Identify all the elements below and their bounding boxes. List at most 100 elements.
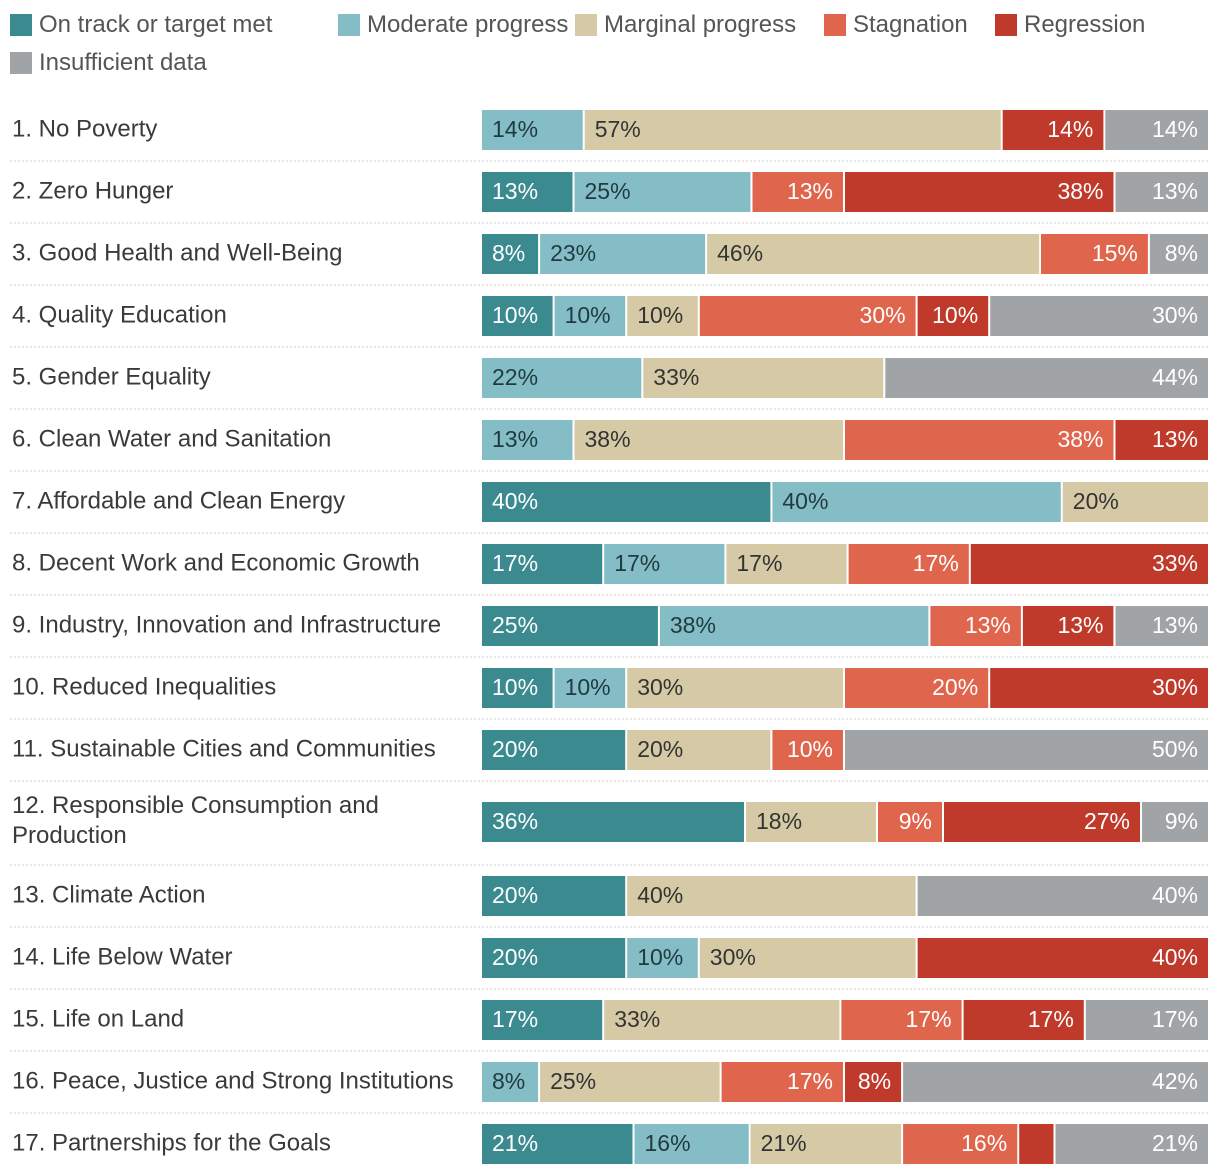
category-label: 13. Climate Action — [12, 881, 205, 908]
bar-segment-marginal — [1062, 482, 1208, 522]
data-label: 17% — [787, 1068, 833, 1094]
bar-segment-on-track — [482, 1000, 603, 1040]
category-label: 14. Life Below Water — [12, 943, 233, 970]
bar-row: 5. Gender Equality 22% 33% 44% — [12, 358, 1208, 398]
bar-segment-on-track — [482, 802, 744, 842]
data-label: 13% — [965, 612, 1011, 638]
legend-label: Insufficient data — [39, 49, 207, 76]
bar-segment-on-track — [482, 606, 658, 646]
bar-segment-moderate — [659, 606, 929, 646]
bar-segment-stagnation — [841, 1000, 962, 1040]
category-label: 2. Zero Hunger — [12, 177, 173, 204]
bar-segment-on-track — [482, 876, 626, 916]
bar-segment-marginal — [699, 938, 916, 978]
bar-segment-moderate — [772, 482, 1061, 522]
data-label: 21% — [492, 1130, 538, 1156]
data-label: 10% — [565, 674, 611, 700]
bar-row: 9. Industry, Innovation and Infrastructu… — [12, 606, 1208, 646]
bar-segment-moderate — [604, 544, 725, 584]
bar-segment-moderate — [554, 668, 626, 708]
legend-label: Regression — [1024, 11, 1146, 38]
bar-segment-stagnation — [878, 802, 942, 842]
legend-item-stagnation: Stagnation — [824, 8, 968, 42]
legend-swatch — [10, 52, 32, 74]
bar-segment-regression — [963, 1000, 1084, 1040]
data-label: 13% — [1152, 426, 1198, 452]
bar-segment-insufficient — [1105, 110, 1208, 150]
bar-segment-insufficient — [1149, 234, 1208, 274]
bar-segment-moderate — [482, 110, 583, 150]
bar-segment-moderate — [554, 296, 626, 336]
data-label: 14% — [1152, 116, 1198, 142]
bar-row: 4. Quality Education 10% 10% 10% 30% 10% 30% — [12, 296, 1208, 336]
legend-item-moderate: Moderate progress — [338, 8, 568, 42]
bar-segment-regression — [1019, 1124, 1054, 1164]
bar-segment-regression — [845, 172, 1114, 212]
legend-item-marginal: Marginal progress — [575, 8, 796, 42]
data-label: 21% — [761, 1130, 807, 1156]
bar-segment-regression — [1002, 110, 1104, 150]
legend-label: On track or target met — [39, 11, 273, 38]
category-label: 12. Responsible Consumption and Productio… — [12, 792, 379, 849]
bar-segment-regression — [1022, 606, 1114, 646]
bar-segment-moderate — [634, 1124, 749, 1164]
data-label: 30% — [1152, 302, 1198, 328]
legend-label: Moderate progress — [367, 11, 569, 38]
data-label: 10% — [492, 302, 538, 328]
bar-row: 8. Decent Work and Economic Growth 17% 17%… — [12, 544, 1208, 584]
data-label: 21% — [1152, 1130, 1198, 1156]
legend-label: Marginal progress — [604, 11, 797, 38]
bar-segment-stagnation — [699, 296, 916, 336]
bar-segment-insufficient — [1115, 172, 1208, 212]
bar-segment-moderate — [574, 172, 751, 212]
bar-segment-moderate — [482, 1062, 539, 1102]
data-label: 8% — [858, 1068, 891, 1094]
data-label: 10% — [565, 302, 611, 328]
data-label: 17% — [1028, 1006, 1074, 1032]
bar-segment-regression — [990, 668, 1208, 708]
category-label-line: Production — [12, 822, 127, 849]
legend-item-insufficient: Insufficient data — [10, 46, 207, 80]
bar-segment-insufficient — [917, 876, 1208, 916]
category-label: 5. Gender Equality — [12, 363, 211, 390]
bar-row: 17. Partnerships for the Goals 21% 16% 21% 1… — [12, 1124, 1208, 1164]
bar-segment-insufficient — [1142, 802, 1208, 842]
bar-segment-stagnation — [845, 668, 989, 708]
data-label: 20% — [1073, 488, 1119, 514]
bar-segment-marginal — [627, 730, 771, 770]
data-label: 20% — [492, 736, 538, 762]
data-label: 22% — [492, 364, 538, 390]
data-label: 40% — [492, 488, 538, 514]
data-label: 14% — [1047, 116, 1093, 142]
data-label: 8% — [492, 240, 525, 266]
bar-row: 1. No Poverty 14% 57% 14% 14% — [12, 110, 1208, 150]
data-label: 13% — [787, 178, 833, 204]
data-label: 40% — [1152, 882, 1198, 908]
data-label: 25% — [550, 1068, 596, 1094]
bar-segment-insufficient — [1055, 1124, 1208, 1164]
legend-swatch — [995, 14, 1017, 36]
data-label: 44% — [1152, 364, 1198, 390]
category-label: 15. Life on Land — [12, 1005, 184, 1032]
legend-label: Stagnation — [853, 11, 968, 38]
bar-segment-regression — [970, 544, 1208, 584]
bar-segment-on-track — [482, 938, 626, 978]
bar-segment-on-track — [482, 482, 771, 522]
data-label: 9% — [899, 808, 932, 834]
data-label: 8% — [1165, 240, 1198, 266]
bar-segment-on-track — [482, 234, 539, 274]
data-label: 38% — [585, 426, 631, 452]
bar-segment-stagnation — [772, 730, 843, 770]
data-label: 13% — [1057, 612, 1103, 638]
bar-segment-moderate — [482, 358, 642, 398]
data-label: 17% — [614, 550, 660, 576]
bar-segment-stagnation — [848, 544, 969, 584]
bar-segment-marginal — [574, 420, 843, 460]
data-label: 57% — [595, 116, 641, 142]
bar-segment-on-track — [482, 668, 553, 708]
category-label: 16. Peace, Justice and Strong Institutio… — [12, 1067, 454, 1094]
bar-segment-marginal — [726, 544, 847, 584]
bar-segment-marginal — [746, 802, 876, 842]
category-label: 4. Quality Education — [12, 301, 227, 328]
data-label: 14% — [492, 116, 538, 142]
